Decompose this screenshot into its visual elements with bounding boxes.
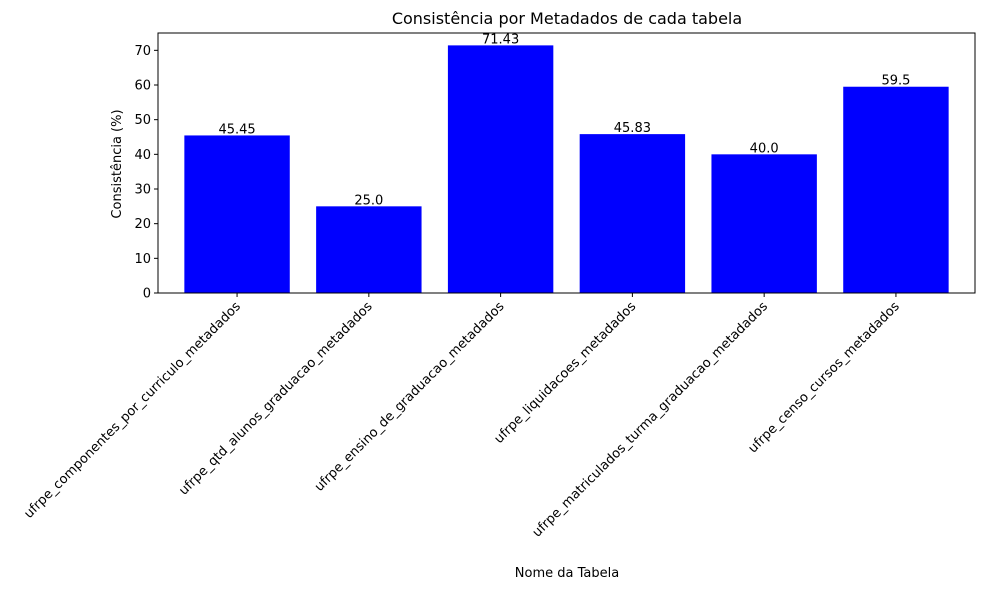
y-tick-label: 20 bbox=[134, 217, 151, 232]
bar bbox=[184, 135, 290, 293]
bar-value-label: 25.0 bbox=[354, 193, 383, 208]
bar bbox=[447, 45, 554, 293]
bar-value-labels: 45.45 25.0 71.43 45.83 40.0 59.5 bbox=[218, 32, 910, 208]
x-axis: ufrpe_componentes_por_curriculo_metadado… bbox=[21, 293, 903, 540]
bar bbox=[843, 86, 949, 293]
x-tick-label: ufrpe_liquidacoes_metadados bbox=[492, 299, 640, 447]
bar-value-label: 71.43 bbox=[482, 32, 519, 47]
bar-value-label: 40.0 bbox=[750, 141, 779, 156]
bar bbox=[316, 206, 422, 293]
x-tick-label: ufrpe_componentes_por_curriculo_metadado… bbox=[21, 299, 244, 522]
y-tick-label: 60 bbox=[134, 79, 151, 94]
y-tick-label: 0 bbox=[143, 287, 151, 302]
y-axis: 0 10 20 30 40 50 60 70 bbox=[134, 44, 158, 302]
y-tick-label: 50 bbox=[134, 113, 151, 128]
bar-value-label: 45.45 bbox=[218, 122, 255, 137]
bar bbox=[711, 154, 817, 293]
y-tick-label: 30 bbox=[134, 183, 151, 198]
y-tick-label: 70 bbox=[134, 44, 151, 59]
bar-value-label: 59.5 bbox=[881, 74, 910, 89]
plot-frame bbox=[157, 32, 976, 294]
y-tick-label: 40 bbox=[134, 148, 151, 163]
y-tick-label: 10 bbox=[134, 252, 151, 267]
y-axis-label: Consistência (%) bbox=[110, 109, 125, 218]
bar-value-label: 45.83 bbox=[614, 121, 651, 136]
bar bbox=[579, 134, 686, 293]
x-tick-label: ufrpe_matriculados_turma_graduacao_metad… bbox=[530, 299, 771, 540]
chart-title: Consistência por Metadados de cada tabel… bbox=[392, 9, 742, 28]
bars bbox=[184, 45, 949, 293]
x-axis-label: Nome da Tabela bbox=[515, 566, 619, 581]
x-tick-label: ufrpe_censo_cursos_metadados bbox=[746, 299, 903, 456]
